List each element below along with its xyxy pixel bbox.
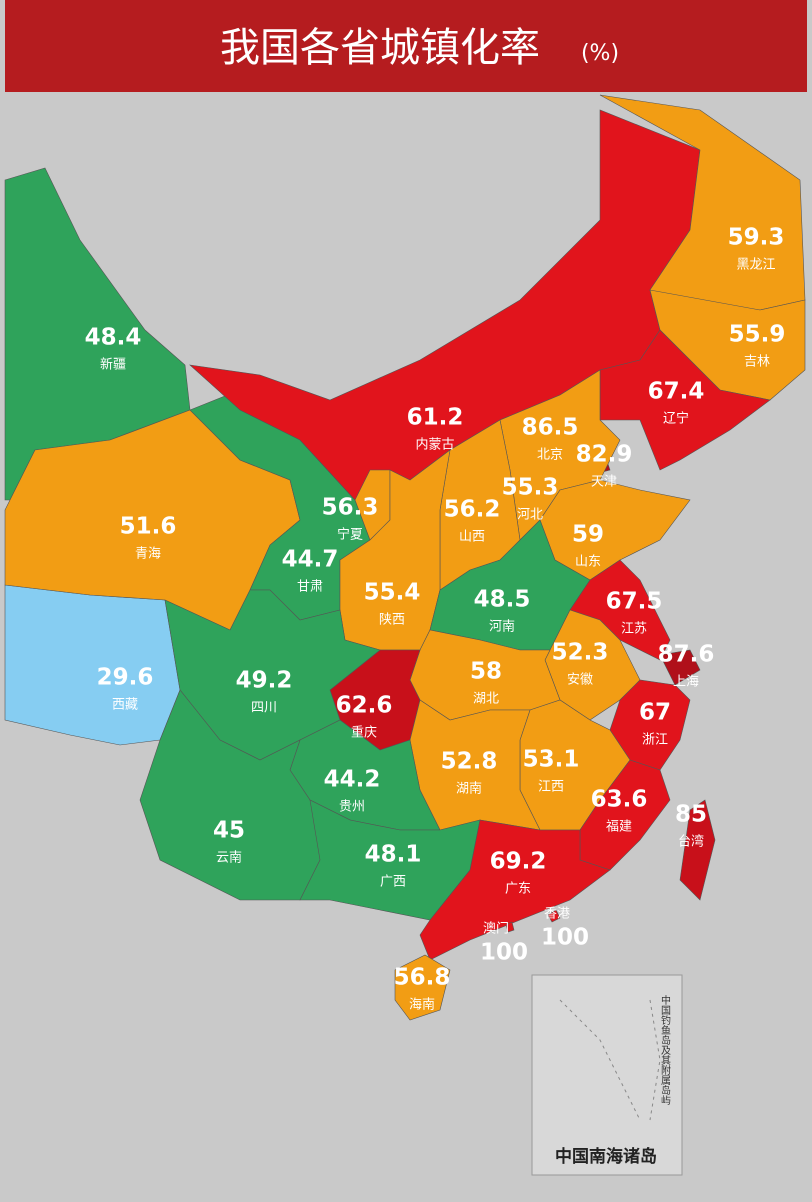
province-value: 48.1 (365, 842, 422, 868)
province-shape (394, 954, 451, 1021)
inset-box (531, 974, 683, 1176)
province-value: 51.6 (120, 514, 177, 540)
province-name: 台湾 (678, 834, 704, 850)
province-name: 天津 (591, 475, 617, 490)
title-bar (5, 0, 807, 92)
province-value: 55.9 (729, 322, 786, 348)
province-name: 广西 (380, 875, 406, 890)
province-value: 100 (541, 925, 589, 951)
province-name: 内蒙古 (415, 437, 454, 453)
province-value: 61.2 (407, 405, 464, 431)
province-name: 香港 (544, 907, 570, 922)
province-value: 62.6 (336, 693, 393, 719)
province-name: 澳门 (483, 921, 509, 937)
unit: (%) (581, 41, 619, 66)
province-value: 59.3 (728, 225, 785, 251)
province-value: 55.3 (502, 475, 559, 501)
province-value: 55.4 (364, 580, 421, 606)
province-name: 北京 (537, 448, 563, 463)
province-value: 44.2 (324, 767, 381, 793)
province-shape (4, 584, 181, 746)
province-name: 贵州 (339, 800, 365, 815)
province-shape (547, 909, 561, 923)
province-name: 新疆 (100, 357, 126, 373)
province-value: 52.3 (552, 640, 609, 666)
province-name: 青海 (135, 547, 161, 562)
province-name: 云南 (216, 850, 242, 866)
labels: 48.4 新疆 29.6 西藏 51.6 青海 44.7 甘肃 61.2 内蒙古 59.3 黑龙江 55… (85, 225, 786, 1013)
province-name: 安徽 (567, 673, 593, 688)
province-name: 山东 (575, 555, 601, 570)
province-name: 吉林 (744, 355, 770, 370)
province-name: 河北 (517, 508, 543, 523)
province-value: 67.4 (648, 379, 705, 405)
province-value: 48.4 (85, 325, 142, 351)
province-value: 29.6 (97, 665, 154, 691)
province-name: 广东 (505, 882, 531, 897)
inset-lines (559, 999, 661, 1121)
province-shape (659, 649, 701, 686)
province-value: 53.1 (523, 747, 580, 773)
province-value: 85 (675, 802, 707, 828)
province-value: 56.8 (394, 965, 451, 991)
province-value: 87.6 (658, 642, 715, 668)
province-name: 福建 (606, 820, 632, 835)
province-name: 上海 (673, 675, 699, 690)
province-name: 宁夏 (337, 527, 363, 543)
title: 我国各省城镇化率 (220, 25, 540, 71)
province-value: 56.3 (322, 495, 379, 521)
province-name: 河南 (489, 619, 515, 635)
inset-title: 中国南海诸岛 (555, 1146, 657, 1167)
province-shape (419, 819, 611, 961)
province-name: 湖南 (456, 781, 482, 797)
province-name: 江西 (538, 780, 564, 795)
province-value: 52.8 (441, 749, 498, 775)
province-name: 黑龙江 (736, 258, 775, 273)
provinces (4, 94, 806, 1021)
province-value: 48.5 (474, 587, 531, 613)
province-name: 山西 (459, 530, 485, 545)
province-value: 100 (480, 940, 528, 966)
province-value: 63.6 (591, 787, 648, 813)
province-shape (679, 799, 716, 901)
province-value: 56.2 (444, 497, 501, 523)
province-name: 湖北 (473, 692, 499, 707)
province-name: 西藏 (112, 698, 138, 713)
province-name: 海南 (409, 997, 435, 1013)
province-value: 82.9 (576, 442, 633, 468)
inset-note: 中国钓鱼岛及其附属岛屿 (659, 994, 671, 1106)
province-value: 86.5 (522, 415, 579, 441)
province-value: 67 (639, 700, 671, 726)
province-name: 重庆 (351, 725, 377, 741)
province-name: 浙江 (642, 733, 668, 748)
province-value: 44.7 (282, 547, 339, 573)
province-value: 69.2 (490, 849, 547, 875)
province-value: 58 (470, 659, 502, 685)
province-value: 45 (213, 818, 245, 844)
province-name: 陕西 (379, 613, 405, 628)
province-name: 四川 (251, 701, 277, 716)
province-name: 江苏 (621, 621, 647, 637)
province-name: 甘肃 (297, 580, 323, 595)
province-value: 67.5 (606, 589, 663, 615)
province-shape (505, 921, 515, 933)
province-value: 49.2 (236, 668, 293, 694)
province-name: 辽宁 (663, 411, 689, 427)
province-value: 59 (572, 522, 604, 548)
